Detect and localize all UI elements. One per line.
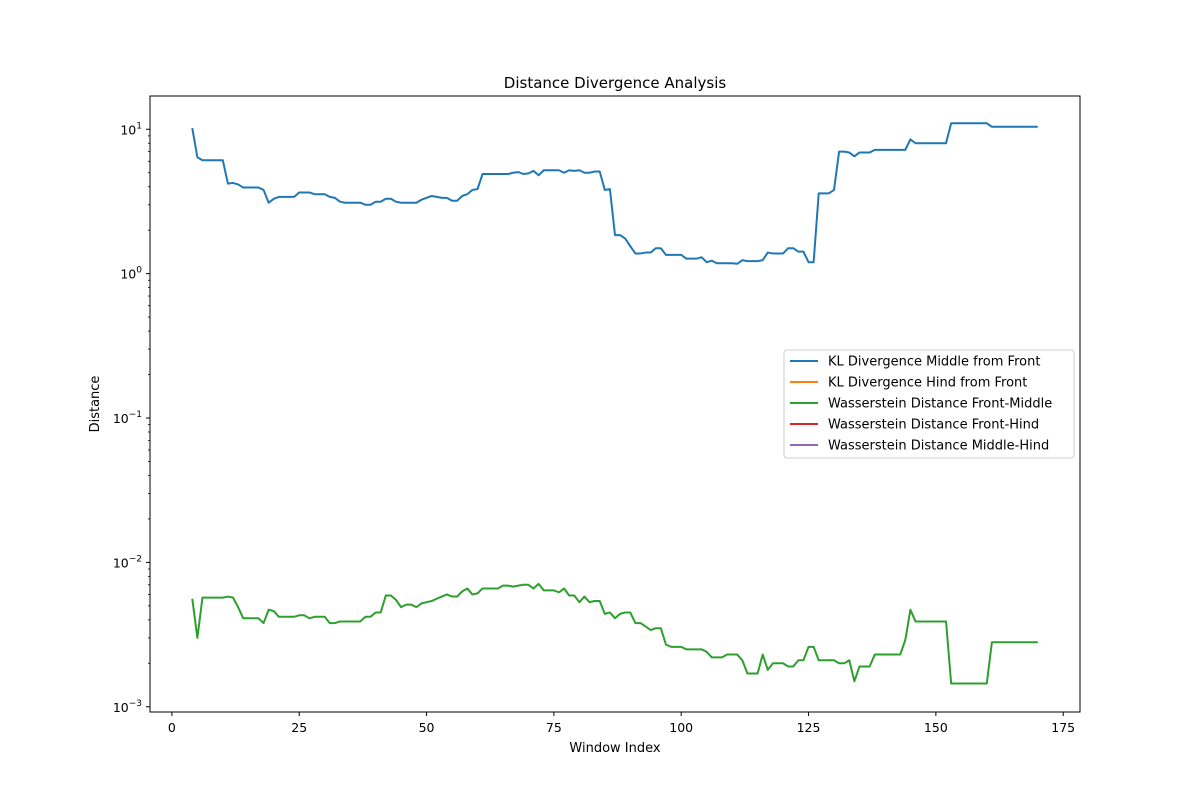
series-line-2 [191, 582, 1038, 685]
series-lines [191, 122, 1038, 685]
legend-label: Wasserstein Distance Front-Hind [828, 418, 1039, 433]
x-tick-label: 150 [924, 720, 948, 735]
x-tick-label: 50 [419, 720, 435, 735]
legend-label: KL Divergence Hind from Front [828, 376, 1027, 391]
x-tick-label: 25 [291, 720, 307, 735]
y-tick-label: 10−3 [113, 699, 142, 715]
y-tick-label: 10−1 [113, 410, 142, 426]
x-tick-label: 100 [669, 720, 693, 735]
legend-label: Wasserstein Distance Middle-Hind [828, 439, 1049, 454]
legend: KL Divergence Middle from Front KL Diverg… [783, 349, 1075, 459]
x-tick-label: 0 [168, 720, 176, 735]
y-tick-label: 101 [120, 121, 142, 137]
legend-label: Wasserstein Distance Front-Middle [828, 397, 1052, 412]
x-tick-label: 75 [546, 720, 562, 735]
legend-box [783, 349, 1075, 459]
series-line-0 [191, 122, 1038, 265]
x-axis: 0 25 50 75 100 125 150 175 [168, 712, 1075, 735]
x-axis-label: Window Index [569, 741, 660, 756]
plot-frame [149, 95, 1081, 713]
chart-title: Distance Divergence Analysis [504, 74, 727, 92]
y-axis: 10−3 10−2 10−1 100 101 [113, 121, 150, 715]
legend-label: KL Divergence Middle from Front [828, 355, 1040, 370]
x-tick-label: 175 [1051, 720, 1075, 735]
y-tick-label: 10−2 [113, 554, 142, 570]
y-axis-label: Distance [88, 376, 103, 433]
x-tick-label: 125 [797, 720, 821, 735]
y-tick-label: 100 [120, 266, 142, 282]
